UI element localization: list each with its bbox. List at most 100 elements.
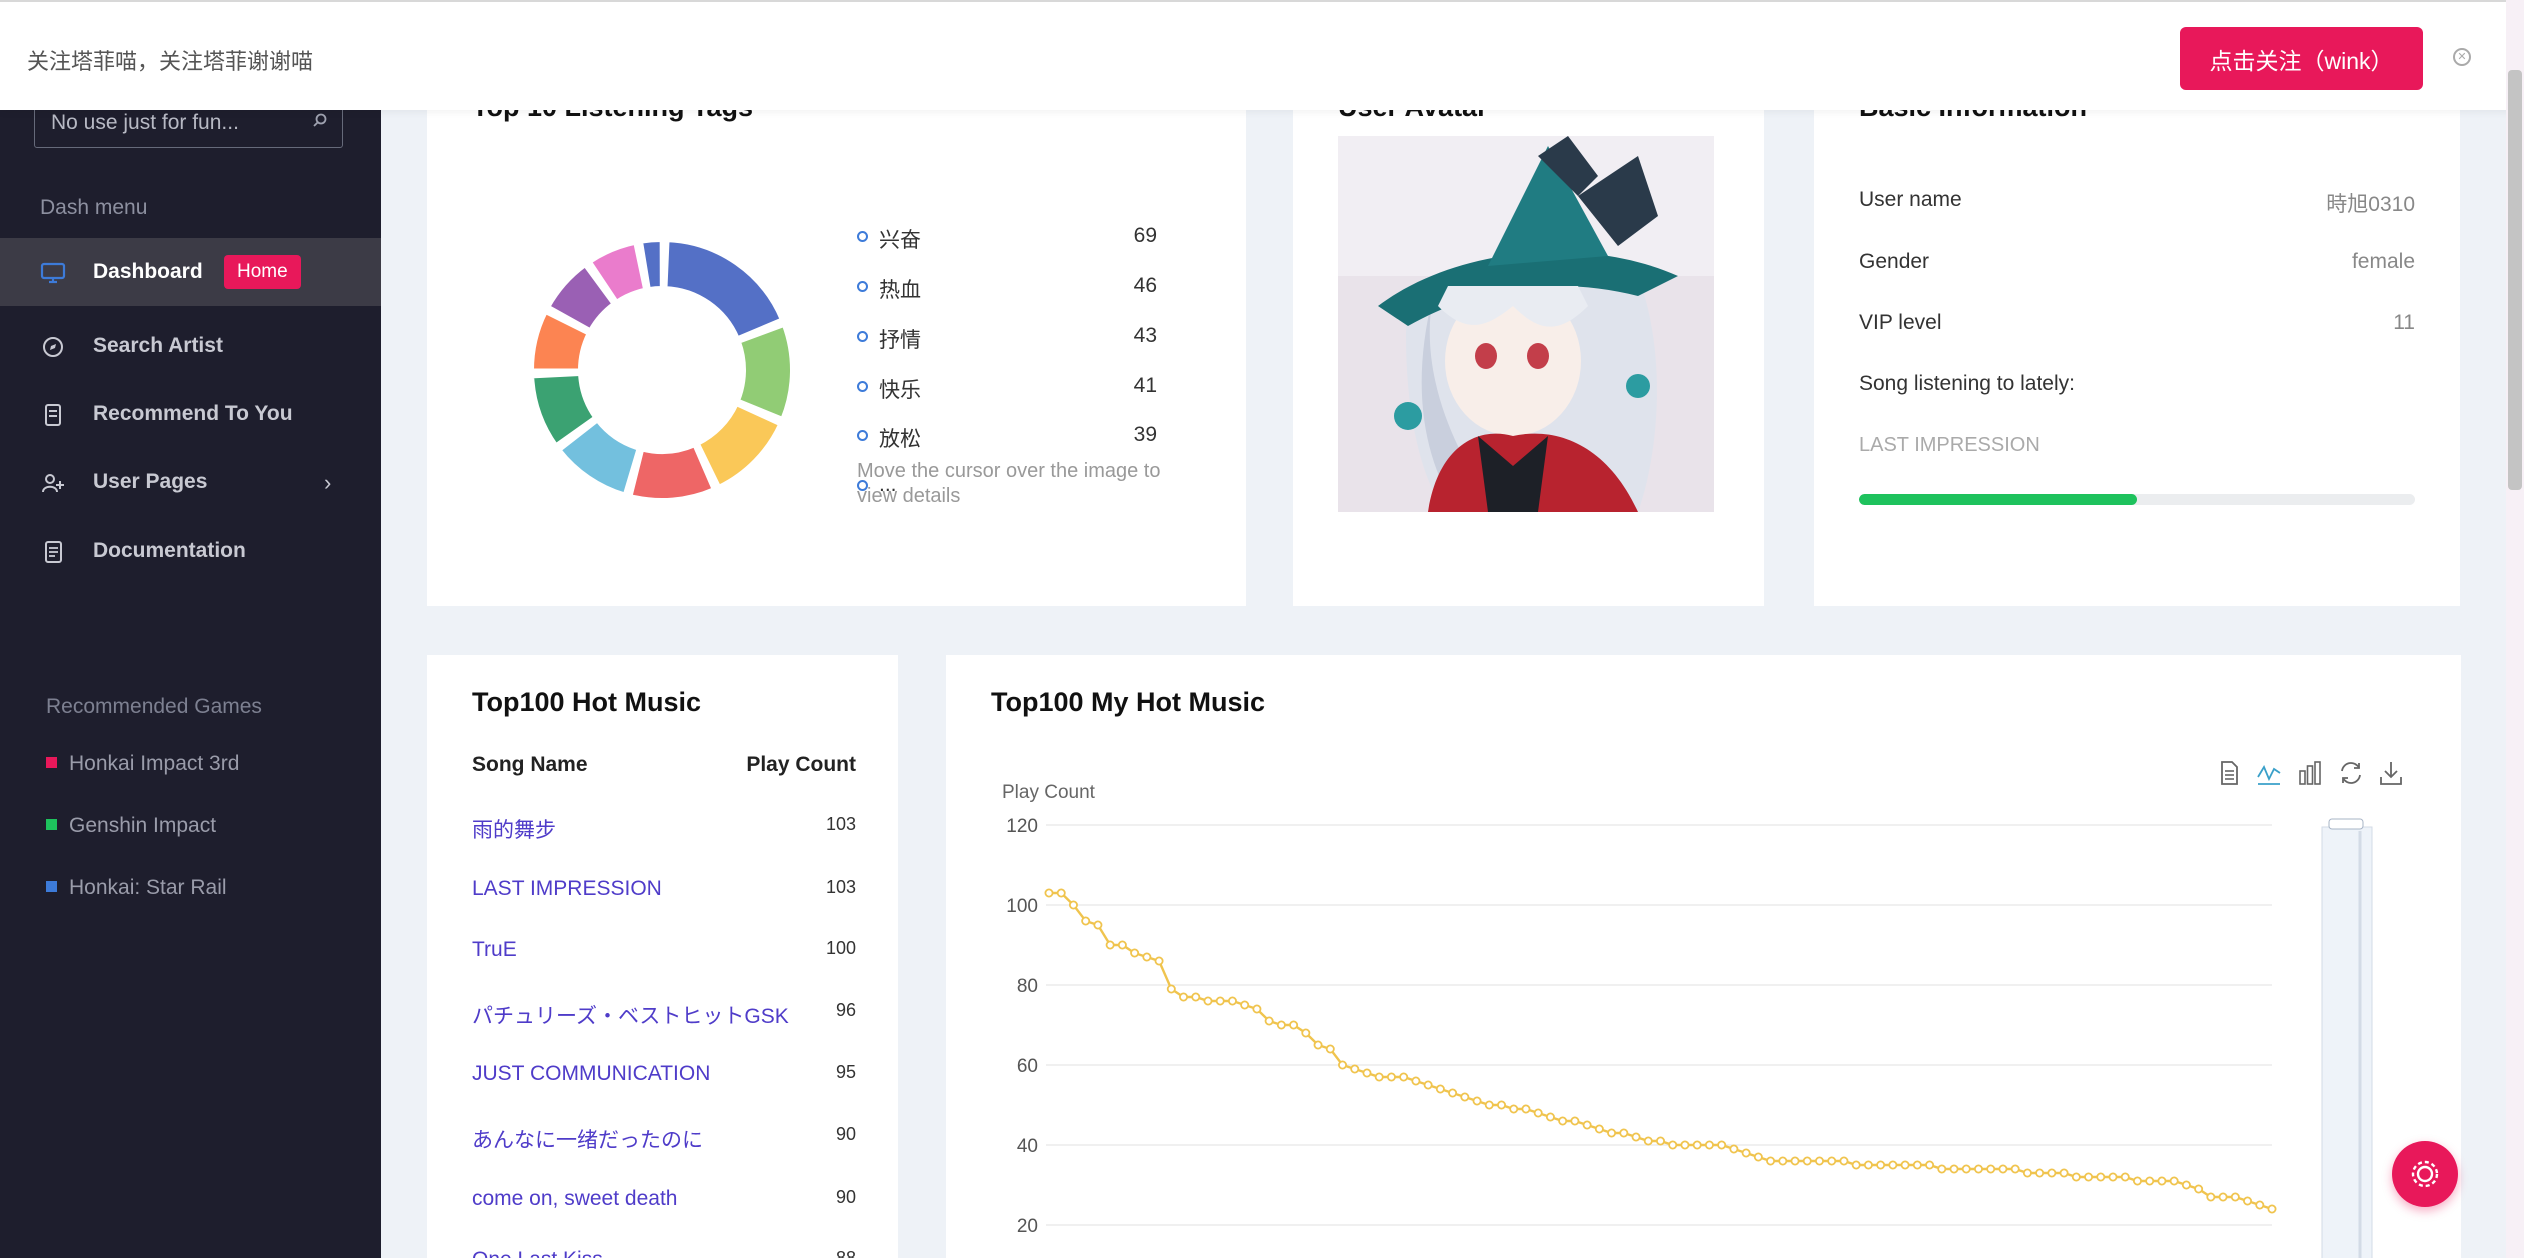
data-point[interactable] [2230,1192,2240,1202]
hot-music-row[interactable]: TruE 100 [472,934,856,968]
data-point[interactable] [1607,1128,1617,1138]
data-point[interactable] [2071,1172,2081,1182]
data-point[interactable] [1497,1100,1507,1110]
donut-slice[interactable] [546,263,616,333]
data-point[interactable] [1533,1108,1543,1118]
song-link[interactable]: JUST COMMUNICATION [472,1062,711,1085]
donut-slice[interactable] [628,443,716,502]
data-point[interactable] [1668,1140,1678,1150]
data-point[interactable] [1717,1140,1727,1150]
data-point[interactable] [1802,1156,1812,1166]
data-point[interactable] [1656,1136,1666,1146]
data-point[interactable] [1435,1084,1445,1094]
song-link[interactable]: 雨的舞步 [472,819,556,842]
data-point[interactable] [1631,1132,1641,1142]
data-point[interactable] [2132,1176,2142,1186]
data-point[interactable] [2243,1196,2253,1206]
data-point[interactable] [2255,1200,2265,1210]
hot-music-row[interactable]: あんなに一绪だったのに 90 [472,1120,856,1154]
game-link-star-rail[interactable]: Honkai: Star Rail [46,876,227,900]
data-point[interactable] [1227,996,1237,1006]
data-point[interactable] [2084,1172,2094,1182]
data-point[interactable] [1558,1116,1568,1126]
play-count-line-chart[interactable]: Play Count 120 100 80 60 40 20 [946,775,2461,1258]
data-point[interactable] [2145,1176,2155,1186]
data-point[interactable] [1105,940,1115,950]
donut-slice[interactable] [587,240,648,304]
data-point[interactable] [1399,1072,1409,1082]
data-point[interactable] [1876,1160,1886,1170]
donut-slice[interactable] [736,323,794,421]
data-point[interactable] [1338,1060,1348,1070]
zoom-slider-handle[interactable] [2328,818,2364,830]
donut-slice[interactable] [695,402,783,489]
data-point[interactable] [1643,1136,1653,1146]
donut-slice[interactable] [639,238,664,292]
hot-music-row[interactable]: 雨的舞步 103 [472,810,856,844]
hot-music-row[interactable]: come on, sweet death 90 [472,1183,856,1217]
data-point[interactable] [1582,1120,1592,1130]
data-point[interactable] [1998,1164,2008,1174]
data-point[interactable] [1778,1156,1788,1166]
bar-chart-icon[interactable] [2296,759,2324,787]
data-point[interactable] [1081,916,1091,926]
data-point[interactable] [1973,1164,1983,1174]
game-link-honkai-3rd[interactable]: Honkai Impact 3rd [46,752,239,776]
data-point[interactable] [2157,1176,2167,1186]
game-link-genshin[interactable]: Genshin Impact [46,814,216,838]
tags-donut-chart[interactable] [522,230,802,510]
data-point[interactable] [2206,1192,2216,1202]
data-point[interactable] [2169,1176,2179,1186]
zoom-slider-track[interactable] [2321,826,2373,1258]
data-point[interactable] [1117,940,1127,950]
data-point[interactable] [1619,1128,1629,1138]
data-point[interactable] [1240,1000,1250,1010]
data-point[interactable] [1362,1068,1372,1078]
data-point[interactable] [1814,1156,1824,1166]
song-link[interactable]: come on, sweet death [472,1187,678,1210]
data-point[interactable] [2181,1180,2191,1190]
data-point[interactable] [1044,888,1054,898]
data-point[interactable] [1545,1112,1555,1122]
data-point[interactable] [1594,1124,1604,1134]
tag-legend-item[interactable]: 抒情 43 [857,322,1207,352]
search-icon[interactable] [312,112,328,128]
data-point[interactable] [1851,1160,1861,1170]
data-point[interactable] [1827,1156,1837,1166]
tag-legend-item[interactable]: 放松 39 [857,421,1207,451]
tag-legend-item[interactable]: 兴奋 69 [857,222,1207,252]
data-point[interactable] [2267,1204,2277,1214]
donut-slice[interactable] [530,372,598,448]
data-point[interactable] [1350,1064,1360,1074]
tag-legend-item[interactable]: 快乐 41 [857,372,1207,402]
data-view-icon[interactable] [2215,759,2243,787]
data-point[interactable] [1741,1148,1751,1158]
data-point[interactable] [1423,1080,1433,1090]
hot-music-row[interactable]: LAST IMPRESSION 103 [472,873,856,907]
data-point[interactable] [2047,1168,2057,1178]
data-point[interactable] [1986,1164,1996,1174]
data-point[interactable] [1374,1072,1384,1082]
data-point[interactable] [1289,1020,1299,1030]
data-point[interactable] [1276,1020,1286,1030]
data-point[interactable] [1704,1140,1714,1150]
data-point[interactable] [1729,1144,1739,1154]
data-point[interactable] [1215,996,1225,1006]
data-point[interactable] [2059,1168,2069,1178]
hot-music-row[interactable]: One Last Kiss 88 [472,1244,856,1258]
data-point[interactable] [1888,1160,1898,1170]
tag-legend-item[interactable]: 热血 46 [857,272,1207,302]
data-point[interactable] [1411,1076,1421,1086]
data-point[interactable] [1301,1028,1311,1038]
data-point[interactable] [1570,1116,1580,1126]
hot-music-row[interactable]: JUST COMMUNICATION 95 [472,1058,856,1092]
data-point[interactable] [1093,920,1103,930]
data-point[interactable] [1325,1044,1335,1054]
data-point[interactable] [1839,1156,1849,1166]
scrollbar-thumb[interactable] [2508,70,2522,490]
data-point[interactable] [1142,952,1152,962]
data-point[interactable] [1179,992,1189,1002]
data-point[interactable] [1949,1164,1959,1174]
data-point[interactable] [1460,1092,1470,1102]
data-point[interactable] [1790,1156,1800,1166]
